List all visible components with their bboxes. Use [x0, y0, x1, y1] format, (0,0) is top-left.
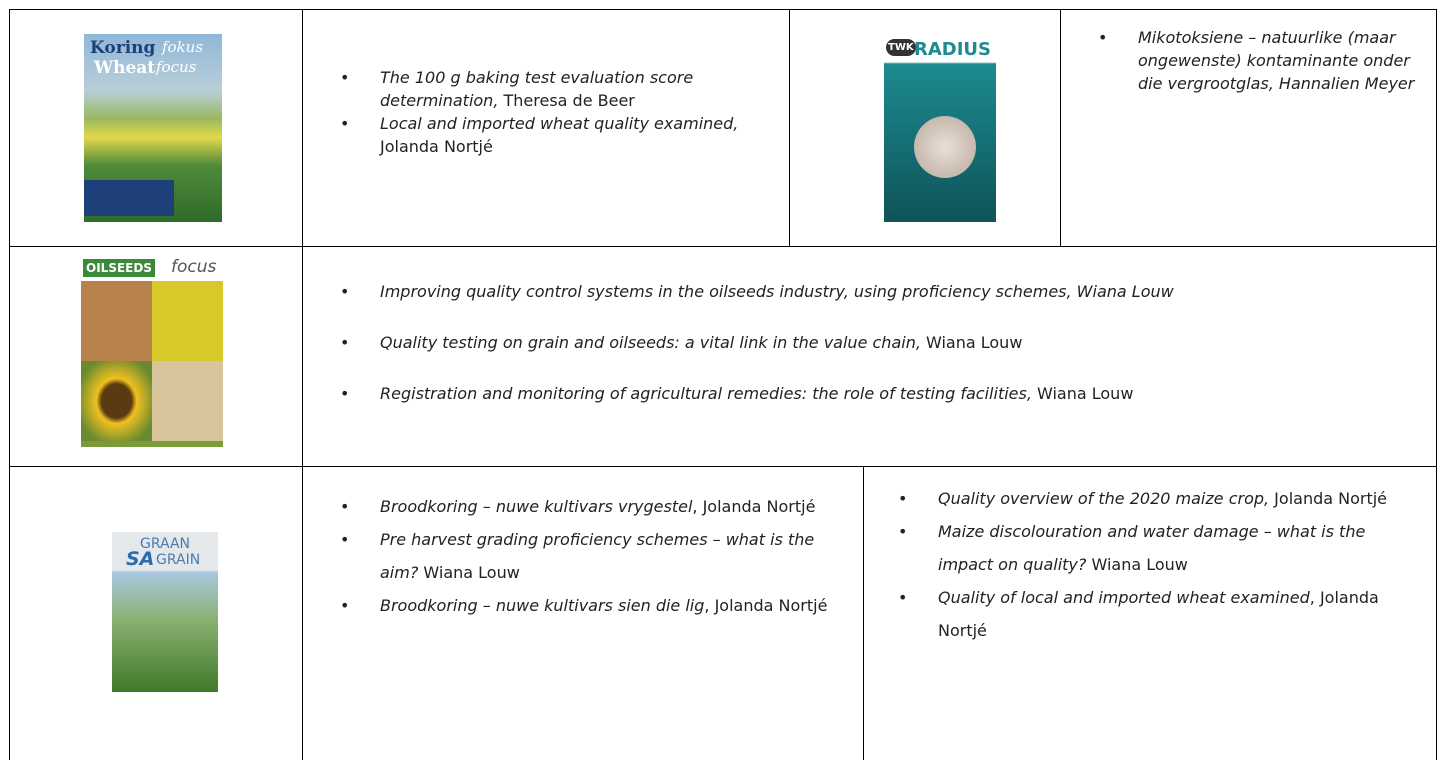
cover-title: Wheat — [94, 58, 156, 78]
cover-image — [152, 361, 223, 441]
cover-title: focus — [156, 58, 197, 76]
article-list: The 100 g baking test evaluation score d… — [340, 66, 760, 158]
article-title: Registration and monitoring of agricultu… — [380, 384, 1032, 403]
magazine-cover: GRAAN SA GRAIN — [112, 532, 218, 692]
article-title: Maize discolouration and water damage – … — [938, 522, 1366, 574]
list-item: Improving quality control systems in the… — [340, 280, 1430, 304]
cover-title: GRAIN — [156, 552, 201, 568]
article-title: Mikotoksiene – natuurlike (maar ongewens… — [1138, 28, 1415, 93]
list-item: Maize discolouration and water damage – … — [898, 515, 1418, 581]
article-list: Improving quality control systems in the… — [340, 280, 1430, 406]
article-author: Jolanda Nortjé — [380, 137, 493, 156]
cover-title: Koring — [90, 38, 156, 58]
cover-image — [152, 281, 223, 361]
cover-logo: TWK — [886, 39, 916, 56]
article-title: Improving quality control systems in the… — [380, 282, 1174, 301]
cover-image — [81, 361, 152, 441]
cell — [863, 466, 1437, 760]
list-item: Quality testing on grain and oilseeds: a… — [340, 331, 1430, 355]
article-author: Wiana Louw — [1031, 384, 1134, 403]
article-list: Quality overview of the 2020 maize crop,… — [898, 482, 1418, 647]
article-list: Broodkoring – nuwe kultivars vrygestel, … — [340, 490, 840, 622]
article-title: Broodkoring – nuwe kultivars vrygestel — [380, 497, 693, 516]
list-item: Quality of local and imported wheat exam… — [898, 581, 1418, 647]
list-item: Broodkoring – nuwe kultivars vrygestel, … — [340, 490, 840, 523]
article-list: Mikotoksiene – natuurlike (maar ongewens… — [1098, 26, 1428, 95]
cover-box — [84, 180, 174, 216]
cover-title: GRAAN — [140, 536, 191, 552]
article-author: , Jolanda Nortjé — [692, 497, 816, 516]
cover-image — [914, 116, 976, 178]
article-title: Quality testing on grain and oilseeds: a… — [380, 333, 921, 352]
cover-title: fokus — [162, 38, 204, 56]
cover-title: focus — [171, 257, 217, 277]
magazine-cover: Koring fokus Wheat focus — [84, 34, 222, 222]
list-item: Local and imported wheat quality examine… — [340, 112, 760, 158]
article-title: Pre harvest grading proficiency schemes … — [380, 530, 815, 582]
cover-image — [81, 281, 152, 361]
article-title: The 100 g baking test evaluation score d… — [380, 68, 694, 110]
list-item: Registration and monitoring of agricultu… — [340, 382, 1430, 406]
list-item: Pre harvest grading proficiency schemes … — [340, 523, 840, 589]
list-item: The 100 g baking test evaluation score d… — [340, 66, 760, 112]
article-author: , Jolanda Nortjé — [704, 596, 828, 615]
list-item: Broodkoring – nuwe kultivars sien die li… — [340, 589, 840, 622]
article-title: Broodkoring – nuwe kultivars sien die li… — [380, 596, 705, 615]
article-title: Quality overview of the 2020 maize crop, — [938, 489, 1270, 508]
article-author: , Jolanda Nortjé — [938, 588, 1379, 640]
cover-title: SA — [126, 548, 155, 570]
article-author: Theresa de Beer — [498, 91, 635, 110]
list-item: Quality overview of the 2020 maize crop,… — [898, 482, 1418, 515]
cover-title: OILSEEDS — [83, 259, 155, 277]
list-item: Mikotoksiene – natuurlike (maar ongewens… — [1098, 26, 1428, 95]
article-author: Jolanda Nortjé — [1269, 489, 1388, 508]
magazine-cover: OILSEEDS focus — [81, 257, 223, 447]
article-title: Local and imported wheat quality examine… — [380, 114, 739, 133]
article-author: Wiana Louw — [920, 333, 1023, 352]
article-author: Wiana Louw — [1086, 555, 1188, 574]
magazine-cover: TWK RADIUS — [884, 36, 996, 222]
article-title: Quality of local and imported wheat exam… — [938, 588, 1310, 607]
article-author: Wiana Louw — [418, 563, 520, 582]
cover-title: RADIUS — [914, 39, 992, 60]
